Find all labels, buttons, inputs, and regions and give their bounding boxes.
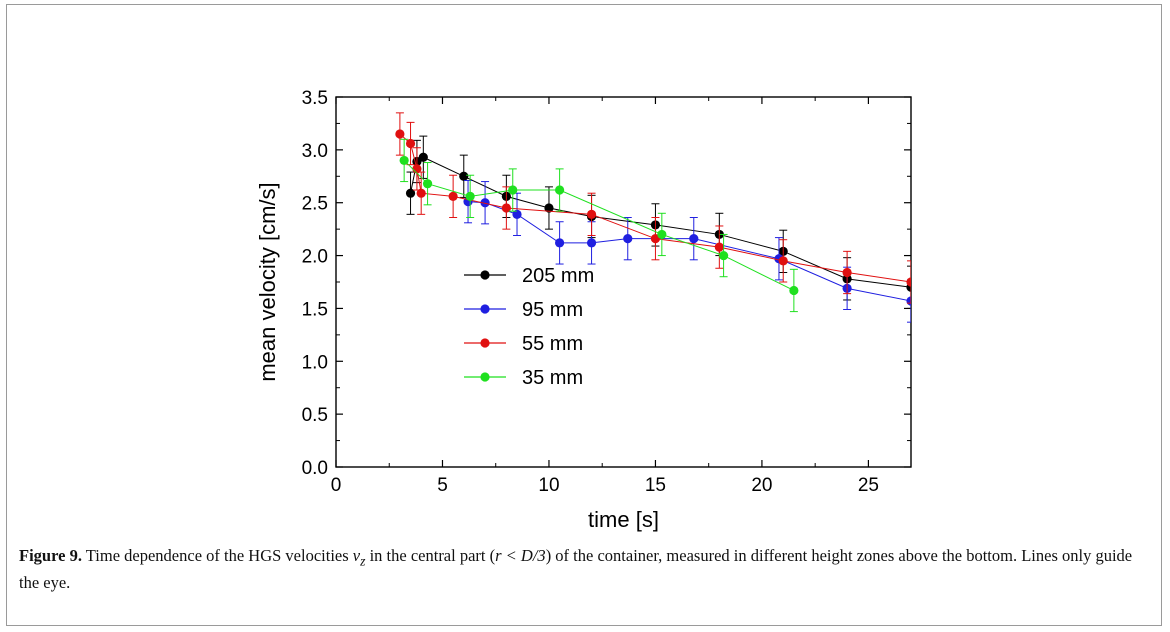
x-axis-label: time [s]	[588, 507, 659, 532]
data-point	[789, 285, 799, 296]
legend-entry: 35 mm	[464, 367, 583, 389]
data-point	[512, 209, 522, 219]
caption-math-expression: r < D/3	[495, 546, 546, 565]
data-point	[555, 185, 565, 195]
series-55-mm	[395, 112, 911, 304]
data-point	[689, 234, 699, 244]
data-point	[416, 188, 426, 198]
series-line	[403, 160, 795, 291]
series-95-mm	[463, 180, 911, 323]
legend-label: 55 mm	[522, 333, 583, 355]
y-tick-label: 2.5	[302, 194, 328, 215]
legend-label: 35 mm	[522, 367, 583, 389]
data-point	[586, 209, 597, 219]
figure-caption: Figure 9. Time dependence of the HGS vel…	[19, 545, 1149, 594]
data-point	[778, 256, 788, 266]
series-35-mm	[399, 138, 799, 313]
data-point	[465, 191, 475, 201]
x-tick-label: 5	[437, 475, 448, 496]
data-point	[555, 238, 565, 248]
y-tick-label: 1.5	[302, 299, 328, 320]
data-point	[718, 250, 729, 261]
y-tick-label: 3.0	[302, 141, 328, 162]
caption-text-3: ) of the container, measured in differen…	[19, 546, 1133, 593]
series-205-mm	[405, 135, 911, 309]
legend-entry: 95 mm	[464, 299, 583, 321]
series-line	[410, 156, 911, 288]
y-tick-label: 3.5	[302, 88, 328, 109]
x-tick-label: 0	[331, 475, 342, 496]
series-line	[468, 201, 911, 302]
legend-entry: 205 mm	[464, 265, 594, 287]
caption-text-2: in the central part (	[365, 546, 496, 565]
data-point	[508, 185, 518, 195]
plot-series-group	[395, 112, 911, 323]
data-point	[906, 277, 911, 287]
caption-text-1: Time dependence of the HGS velocities	[85, 546, 353, 565]
x-tick-label: 25	[858, 475, 879, 496]
data-point	[544, 203, 554, 213]
data-point	[459, 171, 469, 181]
velocity-chart: 0 5 10 15 20 25 0.0 0.5 1.0 1.5 2.0 2.5 3.0 3.5 time […	[255, 88, 912, 532]
legend-label: 205 mm	[522, 265, 594, 287]
y-tick-label: 0.5	[302, 405, 328, 426]
data-point	[395, 129, 405, 139]
data-point	[842, 267, 852, 278]
data-point	[501, 203, 511, 213]
y-axis-label: mean velocity [cm/s]	[255, 182, 280, 381]
data-point	[418, 152, 428, 162]
legend-label: 95 mm	[522, 299, 583, 321]
data-point	[480, 198, 490, 208]
y-tick-label: 1.0	[302, 352, 328, 373]
legend-marker	[480, 304, 490, 314]
data-point	[405, 138, 416, 149]
x-tick-label: 15	[645, 475, 666, 496]
data-point	[448, 191, 458, 201]
caption-velocity-symbol: vz	[352, 546, 366, 569]
data-point	[399, 155, 409, 166]
data-point	[586, 238, 597, 248]
data-point	[623, 234, 633, 244]
data-point	[714, 242, 724, 252]
x-tick-label: 20	[751, 475, 772, 496]
legend-marker	[480, 270, 490, 280]
legend-entry: 55 mm	[464, 333, 583, 355]
plot-frame	[335, 96, 912, 468]
data-point	[657, 229, 667, 240]
figure-frame: 0 5 10 15 20 25 0.0 0.5 1.0 1.5 2.0 2.5 3.0 3.5 time […	[6, 4, 1162, 626]
legend-marker	[480, 372, 490, 382]
caption-label: Figure 9.	[19, 546, 82, 565]
legend-marker	[480, 338, 490, 348]
y-tick-label: 0.0	[302, 458, 328, 479]
y-tick-label: 2.0	[302, 247, 328, 268]
x-tick-label: 10	[538, 475, 559, 496]
data-point	[412, 164, 422, 174]
data-point	[422, 179, 433, 189]
data-point	[405, 188, 416, 198]
